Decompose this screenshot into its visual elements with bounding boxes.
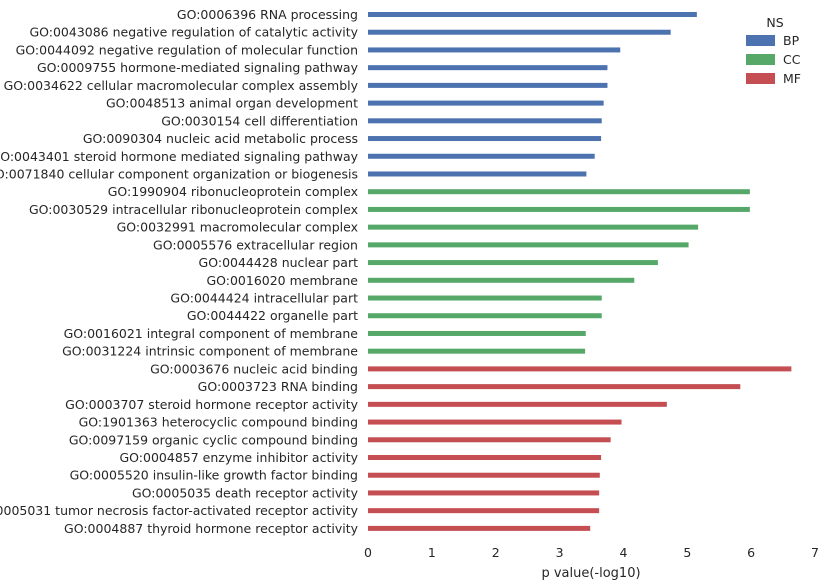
category-label: GO:0044428 nuclear part [199, 255, 359, 270]
category-label: GO:0044092 negative regulation of molecu… [16, 42, 358, 57]
legend-title: NS [766, 15, 783, 30]
category-label: GO:0071840 cellular component organizati… [0, 166, 358, 181]
x-tick-label: 3 [556, 545, 564, 560]
bar-bp-0 [368, 12, 697, 17]
bar-bp-5 [368, 100, 604, 106]
bar-mf-25 [368, 455, 602, 460]
bar-mf-23 [368, 419, 622, 425]
bar-cc-16 [368, 295, 602, 301]
bar-bp-4 [368, 82, 608, 88]
bar-bp-7 [368, 136, 602, 142]
x-tick-label: 5 [683, 545, 691, 560]
bar-mf-26 [368, 472, 600, 478]
category-label: GO:0005035 death receptor activity [132, 485, 359, 500]
x-axis-title: p value(-log10) [541, 566, 640, 581]
bar-mf-22 [368, 401, 667, 407]
category-label: GO:0006396 RNA processing [177, 7, 358, 22]
x-axis-ticks: 0 1 2 3 4 5 6 7 [364, 545, 819, 560]
legend-swatch-cc [746, 54, 775, 65]
bars-layer [368, 12, 792, 531]
category-label: GO:0034622 cellular macromolecular compl… [4, 78, 359, 93]
category-label: GO:0044422 organelle part [187, 308, 358, 323]
bar-cc-14 [368, 260, 658, 266]
bar-mf-24 [368, 437, 611, 443]
bar-mf-27 [368, 490, 600, 496]
x-tick-label: 6 [747, 545, 755, 560]
category-label: GO:0016021 integral component of membran… [64, 326, 359, 341]
bar-mf-28 [368, 508, 600, 514]
bar-cc-17 [368, 313, 602, 319]
x-tick-label: 7 [811, 545, 819, 560]
category-label: GO:0009755 hormone-mediated signaling pa… [37, 60, 359, 75]
legend-swatch-bp [746, 35, 775, 46]
category-label: GO:1901363 heterocyclic compound binding [79, 415, 358, 430]
category-label: GO:0031224 intrinsic component of membra… [62, 344, 358, 359]
bar-mf-29 [368, 525, 591, 531]
bar-mf-21 [368, 384, 741, 390]
category-label: GO:0043401 steroid hormone mediated sign… [0, 149, 359, 164]
category-labels: GO:0006396 RNA processing GO:0043086 nega… [0, 7, 359, 536]
category-label: GO:0003723 RNA binding [198, 379, 358, 394]
category-label: GO:0044424 intracellular part [170, 291, 358, 306]
bar-bp-3 [368, 65, 608, 71]
category-label: GO:0090304 nucleic acid metabolic proces… [83, 131, 358, 146]
legend-swatch-mf [746, 73, 775, 84]
category-label: GO:0097159 organic cyclic compound bindi… [69, 432, 358, 447]
category-label: GO:0016020 membrane [206, 273, 358, 288]
legend-label-bp: BP [783, 33, 800, 48]
x-tick-label: 4 [619, 545, 627, 560]
legend: NS BP CC MF [746, 15, 801, 86]
category-label: GO:0005576 extracellular region [153, 237, 358, 252]
bar-cc-13 [368, 242, 689, 248]
bar-bp-9 [368, 171, 587, 177]
category-label: GO:0003676 nucleic acid binding [150, 361, 358, 376]
category-label: GO:0005520 insulin-like growth factor bi… [70, 468, 358, 483]
legend-label-cc: CC [783, 52, 801, 67]
bar-bp-1 [368, 29, 671, 35]
category-label: GO:0043086 negative regulation of cataly… [29, 25, 358, 40]
bar-cc-11 [368, 206, 750, 212]
bar-bp-6 [368, 118, 602, 124]
category-label: GO:0005031 tumor necrosis factor-activat… [0, 503, 359, 518]
category-label: GO:0004887 thyroid hormone receptor acti… [64, 521, 359, 536]
bar-cc-19 [368, 348, 586, 354]
bar-cc-12 [368, 224, 699, 230]
category-label: GO:0048513 animal organ development [106, 96, 358, 111]
x-tick-label: 2 [492, 545, 500, 560]
x-tick-label: 1 [428, 545, 436, 560]
category-label: GO:0030529 intracellular ribonucleoprote… [29, 202, 358, 217]
category-label: GO:1990904 ribonucleoprotein complex [108, 184, 358, 199]
bar-cc-18 [368, 330, 586, 336]
bar-bp-2 [368, 47, 621, 53]
bar-cc-10 [368, 189, 750, 195]
category-label: GO:0030154 cell differentiation [161, 113, 358, 128]
legend-label-mf: MF [783, 71, 801, 86]
bar-mf-20 [368, 366, 792, 372]
category-label: GO:0032991 macromolecular complex [117, 220, 358, 235]
category-label: GO:0003707 steroid hormone receptor acti… [65, 397, 358, 412]
x-tick-label: 0 [364, 545, 372, 560]
bar-cc-15 [368, 277, 635, 283]
bar-bp-8 [368, 153, 595, 159]
category-label: GO:0004857 enzyme inhibitor activity [119, 450, 358, 465]
